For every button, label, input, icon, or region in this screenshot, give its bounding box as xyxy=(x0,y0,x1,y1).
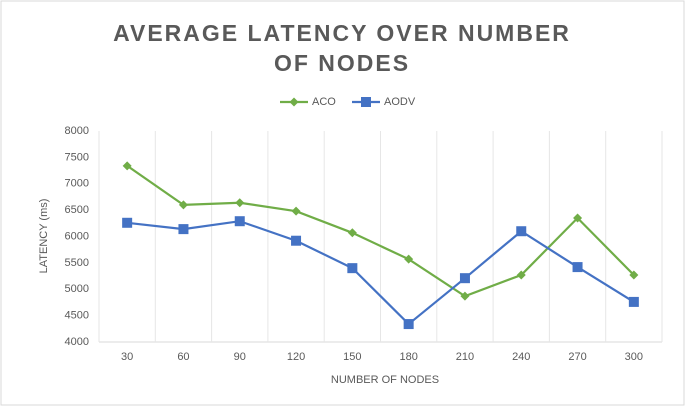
data-point xyxy=(459,273,470,284)
legend-marker xyxy=(361,97,371,107)
x-tick-label: 270 xyxy=(568,351,586,363)
y-tick-label: 8000 xyxy=(65,125,89,137)
data-point xyxy=(460,291,470,301)
data-point xyxy=(628,296,639,307)
data-point xyxy=(629,270,639,280)
legend-marker xyxy=(289,97,299,107)
chart-title: AVERAGE LATENCY OVER NUMBER OF NODES xyxy=(113,20,571,76)
data-point xyxy=(573,213,583,223)
data-point xyxy=(347,228,357,238)
y-tick-label: 7000 xyxy=(65,178,89,190)
data-point xyxy=(178,224,189,235)
data-point xyxy=(234,216,245,227)
y-axis-label: LATENCY (ms) xyxy=(38,199,50,274)
x-tick-label: 180 xyxy=(399,351,417,363)
data-line xyxy=(126,164,635,298)
y-tick-label: 7500 xyxy=(65,151,89,163)
x-tick-label: 90 xyxy=(234,351,246,363)
y-tick-label: 4000 xyxy=(65,336,89,348)
y-tick-label: 5500 xyxy=(65,257,89,269)
legend-label: ACO xyxy=(312,96,336,108)
y-tick-label: 6500 xyxy=(65,204,89,216)
data-point xyxy=(122,217,133,228)
legend-label: AODV xyxy=(384,96,416,108)
y-tick-label: 5000 xyxy=(65,283,89,295)
data-point xyxy=(347,263,358,274)
data-point xyxy=(516,270,526,280)
data-point xyxy=(404,254,414,264)
x-tick-label: 60 xyxy=(177,351,189,363)
x-tick-label: 150 xyxy=(343,351,361,363)
x-axis-label: NUMBER OF NODES xyxy=(331,374,439,386)
x-tick-label: 120 xyxy=(287,351,305,363)
data-point xyxy=(178,200,188,210)
x-tick-label: 30 xyxy=(121,351,133,363)
data-point xyxy=(122,161,132,171)
data-point xyxy=(516,226,527,237)
y-tick-label: 4500 xyxy=(65,310,89,322)
x-tick-label: 300 xyxy=(625,351,643,363)
data-point xyxy=(572,262,583,273)
data-point xyxy=(403,319,414,330)
x-tick-label: 240 xyxy=(512,351,530,363)
x-tick-label: 210 xyxy=(456,351,474,363)
y-tick-label: 6000 xyxy=(65,230,89,242)
data-line xyxy=(127,220,635,326)
data-point xyxy=(291,235,302,246)
data-point xyxy=(235,198,245,208)
data-point xyxy=(291,206,301,216)
